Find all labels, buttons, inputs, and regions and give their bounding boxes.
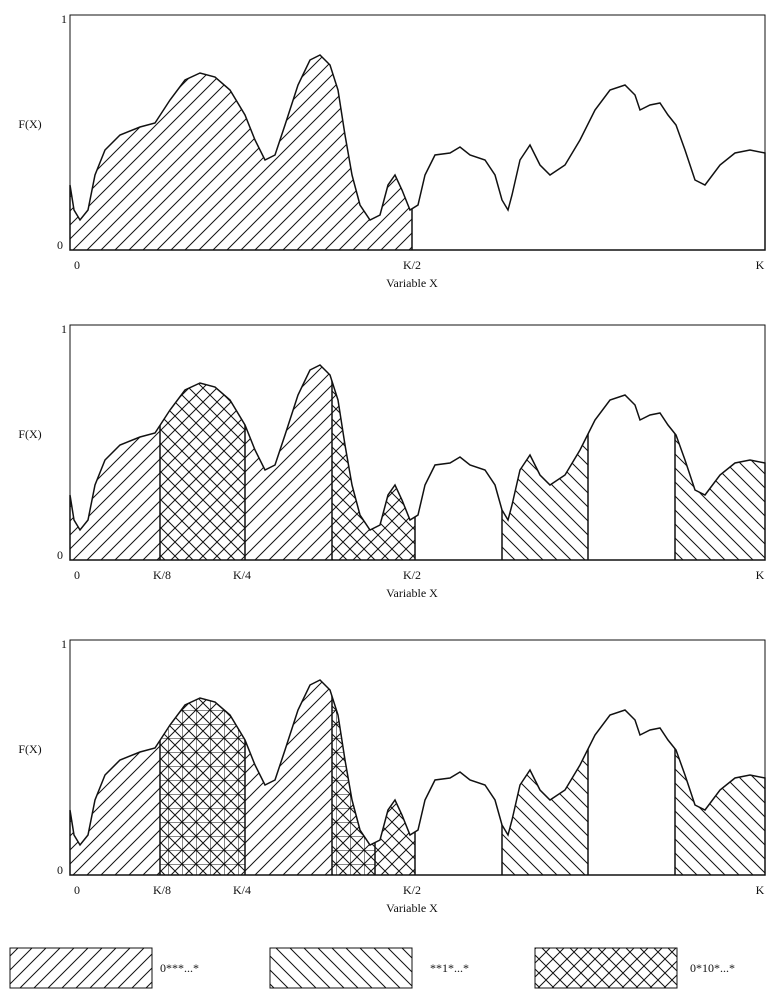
legend-swatch — [534, 947, 678, 989]
x-tick-label: K — [756, 883, 765, 897]
x-tick-label: K/4 — [233, 568, 251, 582]
x-tick-label: 0 — [74, 568, 80, 582]
y-bottom-label: 0 — [57, 863, 63, 877]
x-tick-label: K/2 — [403, 883, 421, 897]
legend-label: 0*10*...* — [690, 961, 735, 975]
x-tick-label: K — [756, 568, 765, 582]
x-tick-label: K — [756, 258, 765, 272]
x-tick-label: K/4 — [233, 883, 251, 897]
hatched-region — [70, 55, 412, 250]
frame — [69, 324, 766, 561]
frame — [69, 14, 766, 251]
y-label: F(X) — [18, 117, 41, 131]
legend-swatch — [9, 947, 153, 989]
x-label: Variable X — [386, 901, 438, 915]
hatched-region — [160, 365, 245, 560]
y-top-label: 1 — [61, 637, 67, 651]
y-top-label: 1 — [61, 12, 67, 26]
x-tick-label: K/2 — [403, 258, 421, 272]
y-top-label: 1 — [61, 322, 67, 336]
y-label: F(X) — [18, 742, 41, 756]
x-label: Variable X — [386, 276, 438, 290]
x-tick-label: 0 — [74, 883, 80, 897]
x-tick-label: 0 — [74, 258, 80, 272]
x-tick-label: K/8 — [153, 883, 171, 897]
legend-label: 0***...* — [160, 961, 199, 975]
y-bottom-label: 0 — [57, 238, 63, 252]
legend-label: **1*...* — [430, 961, 469, 975]
panel — [69, 324, 766, 561]
frame — [69, 639, 766, 876]
y-label: F(X) — [18, 427, 41, 441]
legend-swatch — [269, 947, 413, 989]
x-tick-label: K/8 — [153, 568, 171, 582]
panel — [69, 14, 766, 251]
y-bottom-label: 0 — [57, 548, 63, 562]
x-label: Variable X — [386, 586, 438, 600]
x-tick-label: K/2 — [403, 568, 421, 582]
hatched-region — [160, 680, 245, 875]
panel — [69, 639, 766, 876]
